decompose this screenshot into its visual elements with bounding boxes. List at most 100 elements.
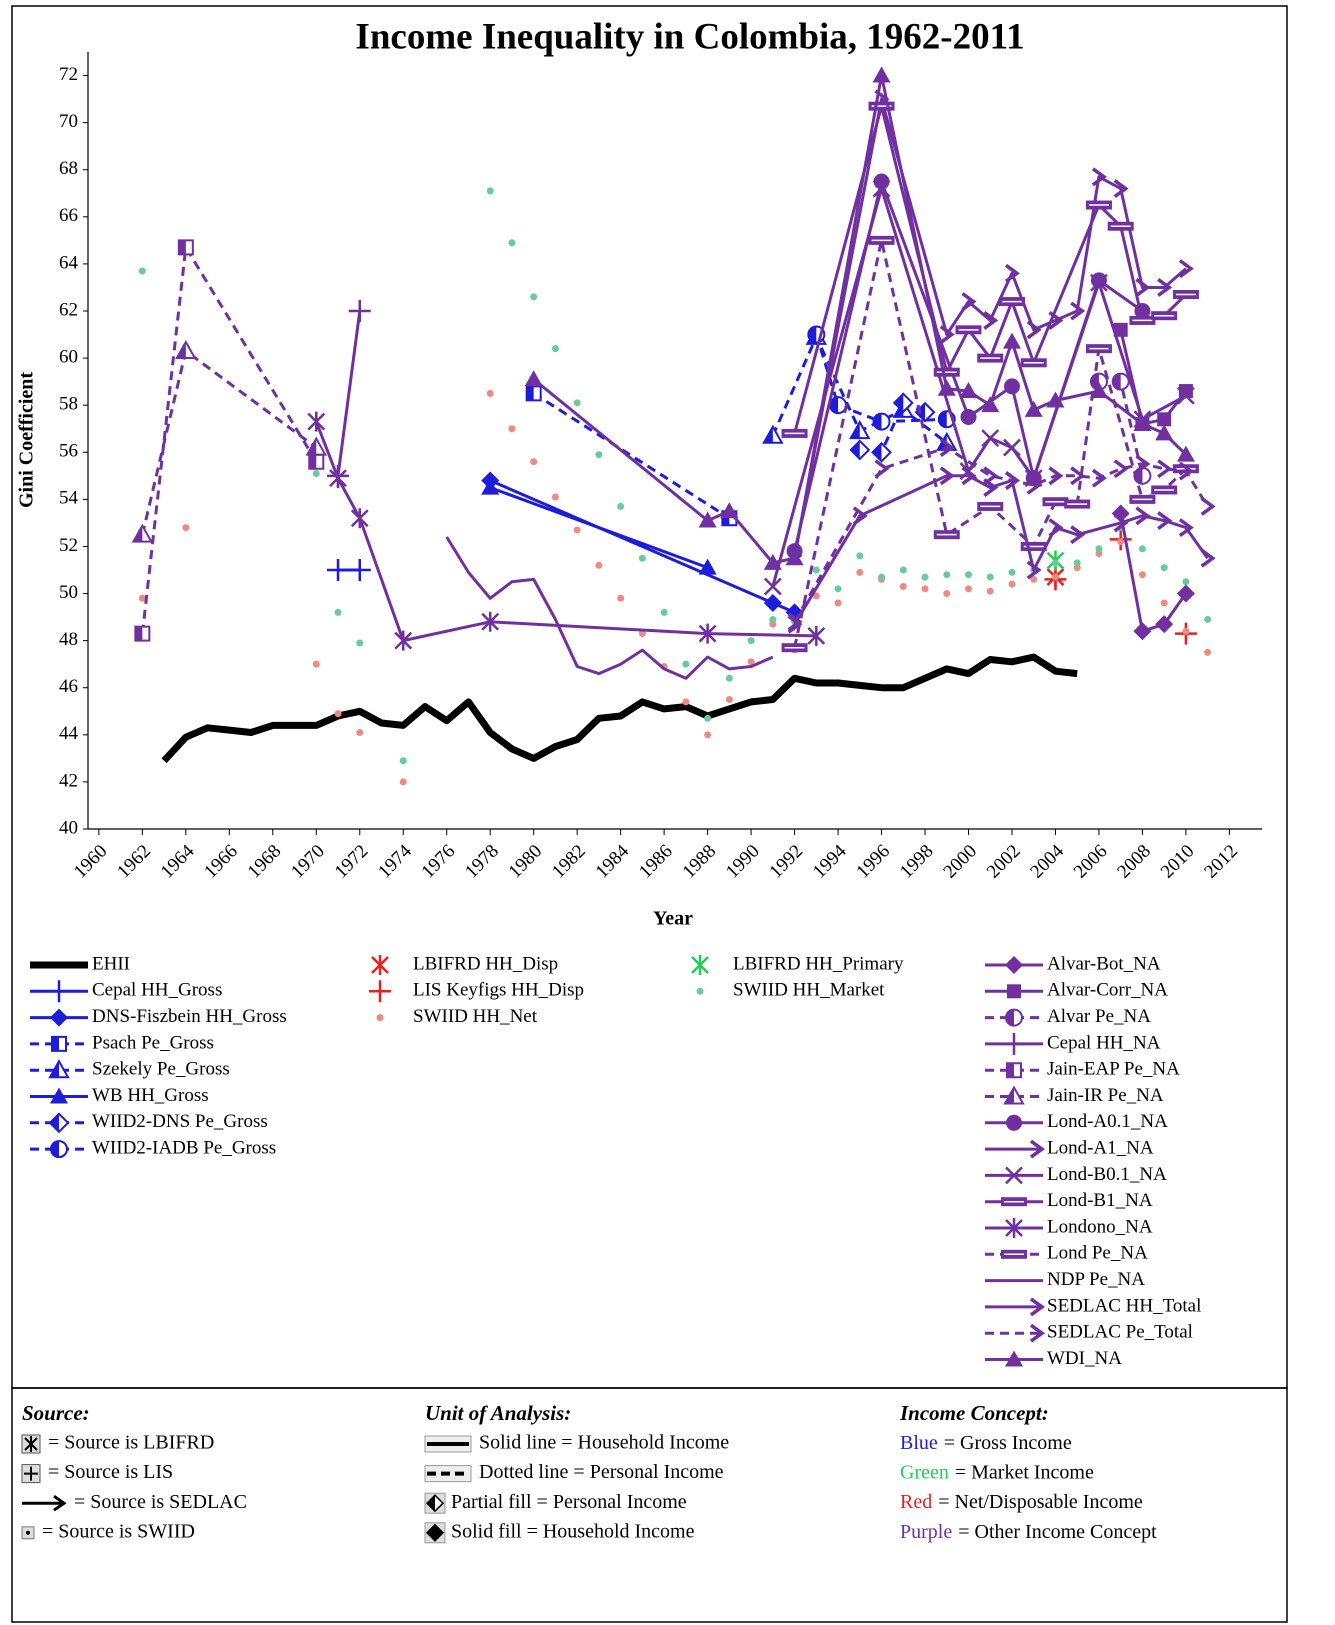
key-icon: [26, 1530, 30, 1535]
marker-part: [1138, 571, 1146, 579]
marker-part: [526, 386, 534, 401]
marker-part: [943, 571, 951, 579]
marker-part: [1002, 332, 1021, 349]
marker-part: [1160, 564, 1168, 572]
marker-part: [1003, 378, 1020, 395]
key-color-word: Blue: [900, 1432, 938, 1454]
y-tick-label: 40: [59, 817, 78, 838]
marker-part: [530, 293, 538, 301]
legend-label: Lond-A1_NA: [1047, 1137, 1154, 1158]
marker-part: [50, 1113, 59, 1132]
marker-part: [1006, 1009, 1014, 1026]
marker: [394, 630, 413, 651]
marker-part: [348, 559, 371, 581]
marker: [787, 614, 803, 634]
marker: [961, 466, 977, 486]
marker: [1157, 412, 1172, 427]
marker: [1160, 599, 1168, 607]
marker: [1117, 538, 1125, 546]
marker: [921, 585, 929, 593]
marker-part: [965, 585, 972, 593]
marker-part: [1117, 538, 1125, 546]
key-item: = Source is SWIID: [42, 1520, 195, 1542]
marker: [1200, 497, 1216, 516]
marker-part: [327, 559, 350, 581]
marker-part: [573, 399, 581, 407]
y-tick-label: 72: [59, 64, 78, 85]
marker-part: [329, 468, 347, 489]
marker-part: [551, 345, 559, 353]
marker-part: [850, 422, 860, 439]
marker: [1133, 622, 1152, 641]
marker: [50, 1008, 68, 1027]
marker-part: [617, 502, 625, 510]
legend-label: Alvar Pe_NA: [1047, 1006, 1151, 1027]
marker: [720, 502, 739, 519]
marker: [551, 493, 559, 501]
marker-part: [1160, 599, 1168, 607]
marker-part: [1182, 627, 1190, 635]
marker-part: [704, 714, 712, 722]
marker-part: [1005, 1218, 1023, 1238]
marker-part: [1048, 518, 1064, 538]
marker-part: [1178, 259, 1194, 279]
key-icon: [24, 1436, 38, 1452]
marker-part: [52, 1036, 59, 1051]
marker-part: [960, 408, 977, 425]
marker-part: [1008, 568, 1016, 576]
marker: [834, 599, 842, 607]
legend-label: SEDLAC Pe_Total: [1047, 1322, 1193, 1343]
y-tick-label: 70: [59, 111, 78, 132]
legend-label: Lond Pe_NA: [1047, 1243, 1148, 1264]
marker-part: [1070, 466, 1086, 486]
key-title: Source:: [22, 1401, 90, 1425]
marker: [878, 573, 886, 581]
series-line: [1119, 329, 1188, 426]
marker: [1113, 459, 1129, 479]
marker: [138, 594, 146, 602]
key-item: Partial fill = Personal Income: [451, 1491, 687, 1513]
marker: [1006, 1114, 1022, 1131]
marker-part: [682, 698, 690, 706]
marker-part: [50, 1087, 68, 1104]
marker: [747, 637, 755, 645]
marker: [960, 408, 977, 425]
marker: [704, 714, 712, 722]
marker: [486, 389, 494, 397]
marker: [182, 524, 190, 532]
marker: [939, 325, 955, 344]
marker: [939, 466, 955, 486]
marker-part: [1073, 559, 1081, 567]
series-line: [532, 392, 731, 520]
marker-part: [1200, 548, 1216, 568]
marker: [983, 466, 999, 486]
marker-part: [48, 980, 70, 1003]
marker: [1003, 378, 1020, 395]
marker-part: [986, 573, 994, 581]
marker-part: [872, 66, 891, 83]
key-item-text: = Market Income: [955, 1461, 1094, 1483]
marker-part: [763, 577, 782, 596]
marker: [399, 757, 407, 765]
marker: [1005, 956, 1023, 974]
marker-part: [983, 466, 999, 486]
marker: [530, 293, 538, 301]
marker: [961, 292, 977, 311]
marker-part: [356, 728, 364, 736]
marker-part: [1029, 1297, 1045, 1317]
marker: [481, 611, 500, 632]
marker: [131, 523, 154, 543]
series-line: [793, 97, 1187, 557]
marker-part: [1003, 438, 1021, 457]
y-tick-label: 52: [59, 535, 78, 556]
marker-part: [1177, 386, 1195, 405]
key-item: Solid fill = Household Income: [451, 1520, 695, 1542]
marker-part: [850, 440, 860, 459]
marker-part: [508, 239, 516, 247]
marker: [983, 311, 999, 330]
marker-part: [961, 292, 977, 311]
marker-part: [763, 426, 773, 443]
marker: [1085, 344, 1112, 354]
legend-label: WIID2-DNS Pe_Gross: [92, 1111, 268, 1132]
